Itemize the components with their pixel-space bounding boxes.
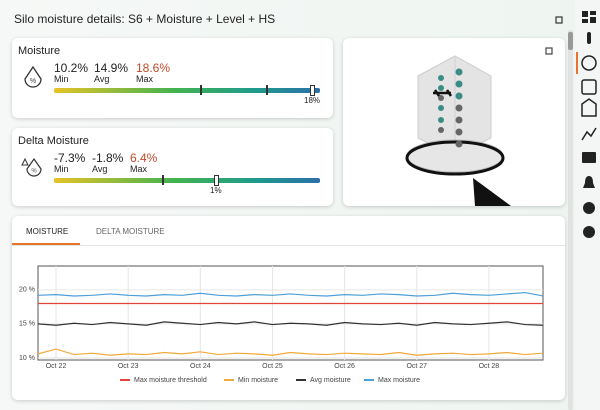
legend-label: Min moisture: [238, 377, 278, 384]
gauge-marker: [310, 85, 315, 96]
series-line: [37, 348, 544, 356]
stat-value: -7.3%: [54, 151, 86, 165]
delta-icon: %: [21, 157, 42, 177]
svg-text:%: %: [31, 169, 37, 175]
gauge-tick: [200, 85, 202, 95]
stat-label: Min: [54, 164, 69, 174]
tab[interactable]: DELTA MOISTURE: [96, 227, 165, 236]
silo-card: [343, 38, 565, 206]
plot-frame: [37, 265, 544, 361]
y-tick-label: 20 %: [19, 287, 35, 294]
sidebar-icons[interactable]: [581, 11, 597, 238]
x-tick-label: Oct 23: [118, 363, 139, 370]
legend-label: Max moisture threshold: [134, 377, 207, 384]
tab-divider: [12, 245, 565, 246]
x-tick-label: Oct 28: [479, 363, 500, 370]
stat-value: -1.8%: [92, 151, 124, 165]
legend-label: Avg moisture: [310, 377, 351, 384]
page-title: Silo moisture details: S6 + Moisture + L…: [14, 12, 276, 26]
chart-card: MOISTURE DELTA MOISTURE 10 % 15 % 20 % Oct …: [12, 216, 565, 400]
scroll-thumb[interactable]: [568, 32, 573, 50]
gauge-marker: [214, 175, 219, 186]
card-title: Delta Moisture: [18, 135, 89, 147]
x-tick-label: Oct 27: [406, 363, 427, 370]
gauge: [54, 85, 320, 96]
series-line: [37, 291, 544, 297]
stat-label: Min: [54, 74, 69, 84]
x-tick-label: Oct 22: [46, 363, 67, 370]
stat-value: 14.9%: [94, 61, 129, 75]
drop-icon: %: [24, 66, 42, 88]
expand-icon[interactable]: [545, 47, 553, 55]
gauge-label: 18%: [304, 96, 321, 105]
stat-label: Max: [136, 74, 154, 84]
chart: 10 % 15 % 20 % Oct 22 Oct 23 Oct 24 Oct 25 Oct …: [19, 265, 544, 384]
stat: -7.3% Min: [54, 152, 85, 174]
gauge: [54, 175, 320, 186]
stat: 18.6% Max: [136, 62, 170, 84]
y-tick-label: 15 %: [19, 321, 35, 328]
stat-value: 18.6%: [136, 61, 171, 75]
y-tick-label: 10 %: [19, 355, 35, 362]
stat: 10.2% Min: [54, 62, 88, 84]
silo-view: [405, 47, 553, 206]
delta-card: Delta Moisture % -7.3% Min -1.8% Avg 6.4% M…: [12, 128, 333, 206]
moisture-card: Moisture % 10.2% Min 14.9% Avg 18.6% Max 18…: [12, 38, 333, 118]
card-title: Moisture: [18, 45, 61, 57]
gauge-label: 1%: [210, 186, 222, 195]
stat-value: 6.4%: [130, 151, 158, 165]
expand-icon[interactable]: [555, 16, 563, 24]
stat: 14.9% Avg: [94, 62, 128, 84]
stat: -1.8% Avg: [92, 152, 123, 174]
series-line: [37, 321, 544, 326]
x-tick-label: Oct 26: [334, 363, 355, 370]
gauge-tick: [266, 85, 268, 95]
svg-text:%: %: [30, 78, 36, 85]
gauge-tick: [162, 175, 164, 185]
x-tick-label: Oct 24: [190, 363, 211, 370]
stat-label: Max: [130, 164, 148, 174]
stat: 6.4% Max: [130, 152, 157, 174]
legend-label: Max moisture: [378, 377, 420, 384]
tab[interactable]: MOISTURE: [26, 227, 69, 236]
x-tick-label: Oct 25: [262, 363, 283, 370]
stat-label: Avg: [94, 74, 110, 84]
stat-value: 10.2%: [54, 61, 89, 75]
active-indicator: [576, 52, 578, 74]
stat-label: Avg: [92, 164, 108, 174]
scrollbar: [568, 30, 573, 410]
tab-indicator: [12, 243, 80, 245]
